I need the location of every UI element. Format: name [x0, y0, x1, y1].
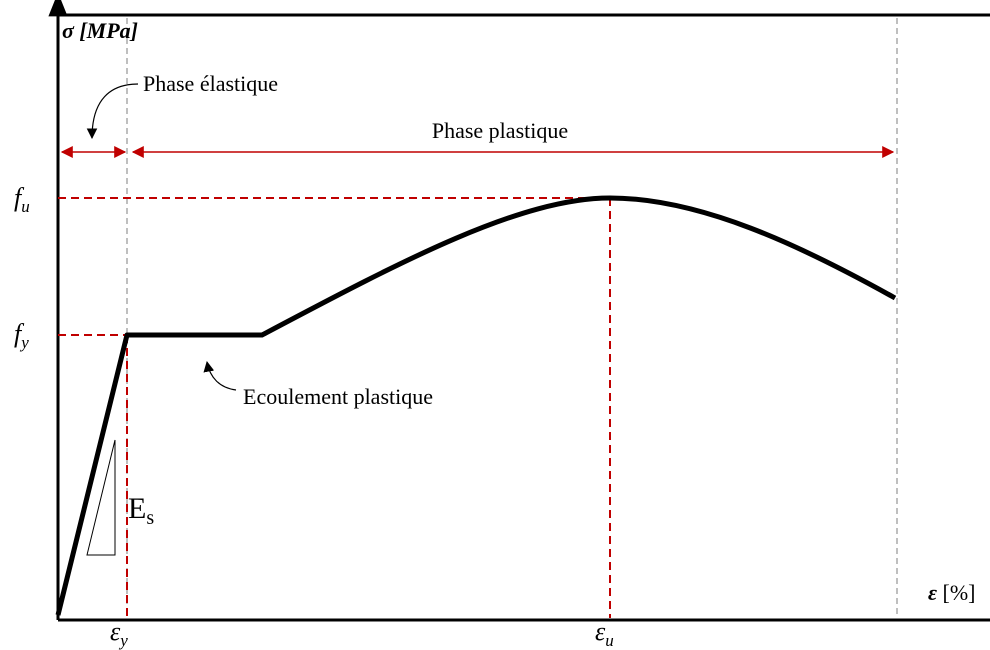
ey-label: εy: [110, 617, 128, 650]
modulus-base: E: [128, 492, 146, 525]
y-axis-symbol: σ: [62, 18, 75, 43]
fy-label: fy: [14, 319, 29, 352]
x-axis-symbol: ε: [928, 580, 937, 605]
fy-base: f: [14, 319, 25, 348]
fu-label: fu: [14, 183, 30, 216]
elastic-label: Phase élastique: [143, 71, 278, 96]
eu-label: εu: [595, 617, 614, 650]
level-lines: [58, 197, 611, 618]
fy-sub: y: [19, 333, 29, 352]
plastic-label: Phase plastique: [432, 118, 568, 143]
slope-triangle: [86, 439, 116, 556]
x-axis-unit: [%]: [943, 580, 976, 605]
fu-base: f: [14, 183, 25, 212]
elastic-pointer: [86, 83, 139, 140]
ey-sub: y: [118, 631, 128, 650]
eu-sub: u: [605, 631, 614, 650]
yielding-label: Ecoulement plastique: [243, 384, 433, 409]
modulus-label: Es: [128, 492, 154, 529]
y-axis-label: σ [MPa]: [62, 18, 138, 43]
stress-strain-curve: [55, 195, 897, 616]
modulus-sub: s: [146, 507, 154, 529]
y-axis-unit: [MPa]: [79, 18, 138, 43]
yielding-pointer: [203, 360, 237, 391]
ey-base: ε: [110, 617, 121, 646]
eu-base: ε: [595, 617, 606, 646]
fu-sub: u: [21, 197, 30, 216]
x-axis-label: ε [%]: [928, 580, 976, 605]
